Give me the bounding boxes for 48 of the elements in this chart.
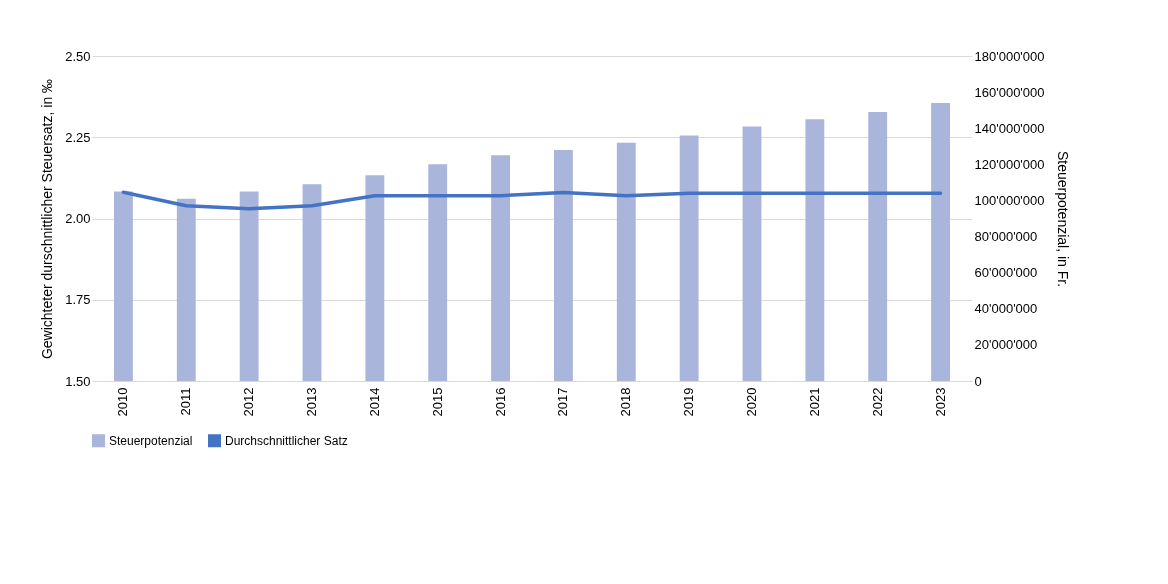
bar [931,102,950,381]
legend-label: Steuerpotenzial [109,433,193,448]
x-tick-label: 2022 [869,387,885,417]
x-tick-label: 2013 [304,387,319,417]
x-tick-label: 2016 [492,387,508,417]
y2-axis-title: Steuerpotenzial, in Fr. [1054,150,1071,288]
y-tick-label: 1.50 [65,373,91,389]
y-tick-label: 2.50 [65,48,91,64]
y2-tick-label: 20'000'000 [974,337,1038,353]
y2-tick-label: 140'000'000 [974,120,1045,136]
bar [428,164,448,381]
bar [554,149,573,381]
bar [114,191,133,381]
x-tick-label: 2015 [429,387,445,417]
x-tick-label: 2011 [178,387,194,416]
bar [239,191,259,381]
y-tick-label: 2.00 [65,211,91,226]
x-tick-label: 2017 [555,387,571,417]
line-series [121,190,943,211]
bar [679,135,699,381]
y-axis-title: Gewichteter durschnittlicher Steuersatz, in ‰ [39,78,56,360]
y2-tick-label: 60'000'000 [974,265,1038,281]
x-tick-label: 2020 [744,387,759,417]
y2-tick-label: 180'000'000 [974,48,1045,64]
legend-label: Durchschnittlicher Satz [225,433,348,448]
bar [742,126,762,381]
bar [365,175,385,381]
y2-tick-label: 100'000'000 [974,192,1045,208]
x-tick-label: 2019 [681,387,697,417]
y2-tick-label: 80'000'000 [974,229,1038,245]
bar [868,111,888,381]
y2-tick-label: 120'000'000 [974,156,1045,172]
y2-tick-label: 160'000'000 [974,84,1045,100]
y2-tick-label: 40'000'000 [974,301,1038,317]
y-tick-label: 1.75 [65,292,91,308]
x-tick-label: 2010 [115,387,131,417]
x-tick-label: 2012 [241,387,257,417]
x-tick-label: 2023 [932,387,948,417]
y2-tick-label: 0 [974,373,982,389]
bar [616,142,636,381]
y-tick-label: 2.25 [65,129,91,145]
bar [302,184,322,381]
bar [805,119,825,381]
x-tick-label: 2014 [366,387,382,417]
x-tick-label: 2018 [618,387,634,417]
bar [491,155,510,381]
x-tick-label: 2021 [806,387,822,417]
bar [176,198,196,381]
